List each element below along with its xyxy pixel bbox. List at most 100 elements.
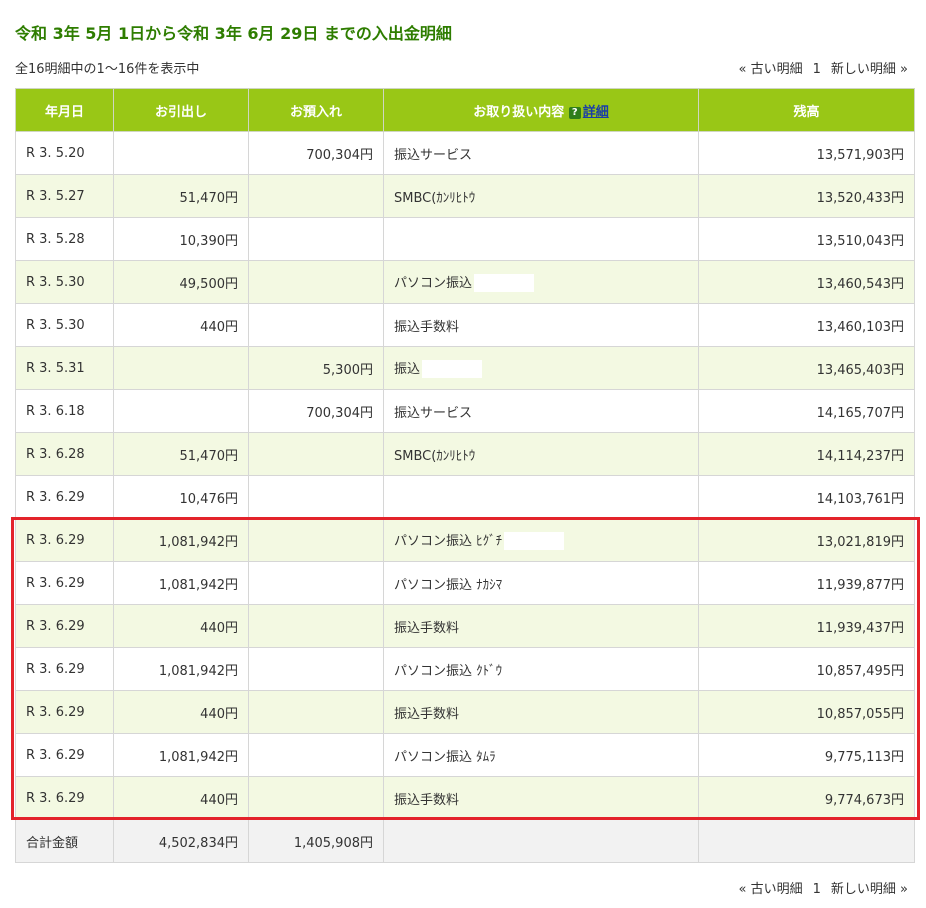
- cell-withdrawal: 1,081,942円: [113, 733, 249, 777]
- cell-balance: 13,460,543円: [698, 260, 915, 304]
- cell-date-text: R 3. 5.20: [26, 145, 85, 161]
- cell-deposit: [248, 604, 384, 648]
- cell-description: 振込サービス: [383, 131, 699, 175]
- cell-withdrawal: 51,470円: [113, 174, 249, 218]
- total-withdrawal: 4,502,834円: [113, 819, 249, 863]
- total-deposit: 1,405,908円: [248, 819, 384, 863]
- cell-balance: 9,774,673円: [698, 776, 915, 820]
- cell-date: R 3. 6.28: [15, 432, 114, 476]
- cell-withdrawal-text: 1,081,942円: [158, 663, 238, 679]
- next-statements-link-bottom[interactable]: 新しい明細 »: [830, 882, 908, 897]
- cell-balance: 13,520,433円: [698, 174, 915, 218]
- cell-date-text: R 3. 6.28: [26, 446, 85, 462]
- cell-description: 振込手数料: [383, 604, 699, 648]
- cell-description: パソコン振込 ｸﾄﾞｳ: [383, 647, 699, 691]
- cell-withdrawal-text: 1,081,942円: [158, 534, 238, 550]
- table-row: R 3. 5.30 49,500円 パソコン振込 13,460,543円: [15, 260, 915, 304]
- table-row: R 3. 5.27 51,470円 SMBC(ｶﾝﾘﾋﾄｳ 13,520,433円: [15, 174, 915, 218]
- table-row: R 3. 5.20 700,304円 振込サービス 13,571,903円: [15, 131, 915, 175]
- table-row: R 3. 5.31 5,300円 振込 13,465,403円: [15, 346, 915, 390]
- cell-balance: 14,103,761円: [698, 475, 915, 519]
- cell-deposit: [248, 174, 384, 218]
- cell-balance-text: 11,939,437円: [816, 620, 904, 636]
- redaction-mask: [474, 274, 535, 293]
- pager-bottom-row: « 古い明細 1 新しい明細 »: [15, 876, 914, 897]
- cell-deposit: [248, 303, 384, 347]
- cell-balance-text: 13,460,543円: [816, 276, 904, 292]
- cell-deposit: [248, 432, 384, 476]
- total-description: [383, 819, 699, 863]
- info-row: 全16明細中の1～16件を表示中 « 古い明細 1 新しい明細 »: [15, 56, 914, 77]
- cell-balance-text: 13,460,103円: [816, 319, 904, 335]
- cell-date-text: R 3. 5.27: [26, 188, 85, 204]
- cell-balance: 11,939,437円: [698, 604, 915, 648]
- prev-statements-link[interactable]: « 古い明細: [738, 62, 803, 77]
- cell-date-text: R 3. 5.30: [26, 274, 85, 290]
- cell-date-text: R 3. 5.28: [26, 231, 85, 247]
- cell-description: パソコン振込 ﾀﾑﾗ: [383, 733, 699, 777]
- cell-date: R 3. 5.30: [15, 303, 114, 347]
- cell-description-text: 振込手数料: [394, 319, 460, 335]
- cell-description-text: SMBC(ｶﾝﾘﾋﾄｳ: [394, 448, 476, 464]
- redaction-mask: [504, 532, 565, 551]
- cell-balance-text: 13,520,433円: [816, 190, 904, 206]
- cell-date-text: R 3. 6.29: [26, 747, 85, 763]
- cell-date: R 3. 5.30: [15, 260, 114, 304]
- cell-withdrawal: 1,081,942円: [113, 647, 249, 691]
- cell-balance-text: 14,165,707円: [816, 405, 904, 421]
- table-row: R 3. 6.28 51,470円 SMBC(ｶﾝﾘﾋﾄｳ 14,114,237円: [15, 432, 915, 476]
- cell-description-text: 振込: [394, 361, 421, 377]
- pager-bottom: « 古い明細 1 新しい明細 »: [739, 878, 908, 897]
- cell-description: SMBC(ｶﾝﾘﾋﾄｳ: [383, 432, 699, 476]
- cell-date-text: R 3. 6.29: [26, 532, 85, 548]
- cell-balance-text: 14,103,761円: [816, 491, 904, 507]
- help-icon[interactable]: ?: [568, 106, 581, 119]
- statement-table: 年月日 お引出し お預入れ お取り扱い内容 ? 詳細 残高 R 3. 5.20 70…: [15, 88, 915, 863]
- cell-description-text: パソコン振込 ﾋｸﾞﾁ: [394, 533, 503, 549]
- cell-date: R 3. 5.20: [15, 131, 114, 175]
- table-row: R 3. 6.29 440円 振込手数料 10,857,055円: [15, 690, 915, 734]
- cell-deposit-text: 700,304円: [306, 147, 373, 163]
- table-row: R 3. 5.30 440円 振込手数料 13,460,103円: [15, 303, 915, 347]
- pager-top: « 古い明細 1 新しい明細 »: [739, 58, 908, 77]
- cell-withdrawal: [113, 346, 249, 390]
- header-description: お取り扱い内容 ? 詳細: [383, 88, 699, 132]
- cell-balance-text: 9,775,113円: [824, 749, 904, 765]
- cell-description-text: パソコン振込 ﾀﾑﾗ: [394, 749, 496, 765]
- cell-description: 振込手数料: [383, 776, 699, 820]
- cell-description: [383, 217, 699, 261]
- cell-description: 振込手数料: [383, 303, 699, 347]
- cell-balance: 10,857,495円: [698, 647, 915, 691]
- cell-date: R 3. 5.28: [15, 217, 114, 261]
- cell-deposit: [248, 217, 384, 261]
- cell-date-text: R 3. 6.29: [26, 489, 85, 505]
- prev-statements-link-bottom[interactable]: « 古い明細: [738, 882, 803, 897]
- cell-date: R 3. 6.29: [15, 647, 114, 691]
- cell-withdrawal-text: 1,081,942円: [158, 749, 238, 765]
- cell-date-text: R 3. 5.31: [26, 360, 85, 376]
- total-label: 合計金額: [15, 819, 114, 863]
- table-header-row: 年月日 お引出し お預入れ お取り扱い内容 ? 詳細 残高: [15, 88, 915, 132]
- cell-withdrawal: 1,081,942円: [113, 561, 249, 605]
- cell-withdrawal-text: 51,470円: [179, 190, 239, 206]
- table-row: R 3. 6.29 440円 振込手数料 9,774,673円: [15, 776, 915, 820]
- cell-withdrawal-text: 440円: [200, 319, 238, 335]
- cell-description: 振込サービス: [383, 389, 699, 433]
- table-row: R 3. 6.29 1,081,942円 パソコン振込 ﾀﾑﾗ 9,775,113円: [15, 733, 915, 777]
- cell-description: 振込: [383, 346, 699, 390]
- detail-link[interactable]: 詳細: [582, 104, 609, 120]
- table-row: R 3. 6.29 1,081,942円 パソコン振込 ﾅｶｼﾏ 11,939,877…: [15, 561, 915, 605]
- cell-description-text: 振込手数料: [394, 792, 460, 808]
- page-title: 令和 3年 5月 1日から令和 3年 6月 29日 までの入出金明細: [15, 24, 452, 43]
- cell-balance-text: 13,465,403円: [816, 362, 904, 378]
- cell-date: R 3. 6.29: [15, 518, 114, 562]
- header-withdrawal: お引出し: [113, 88, 249, 132]
- cell-date: R 3. 6.29: [15, 475, 114, 519]
- cell-date-text: R 3. 6.29: [26, 575, 85, 591]
- next-statements-link[interactable]: 新しい明細 »: [830, 62, 908, 77]
- cell-withdrawal: 10,390円: [113, 217, 249, 261]
- table-row: R 3. 6.29 10,476円 14,103,761円: [15, 475, 915, 519]
- page-number: 1: [812, 62, 821, 77]
- cell-withdrawal-text: 440円: [200, 792, 238, 808]
- cell-balance: 13,460,103円: [698, 303, 915, 347]
